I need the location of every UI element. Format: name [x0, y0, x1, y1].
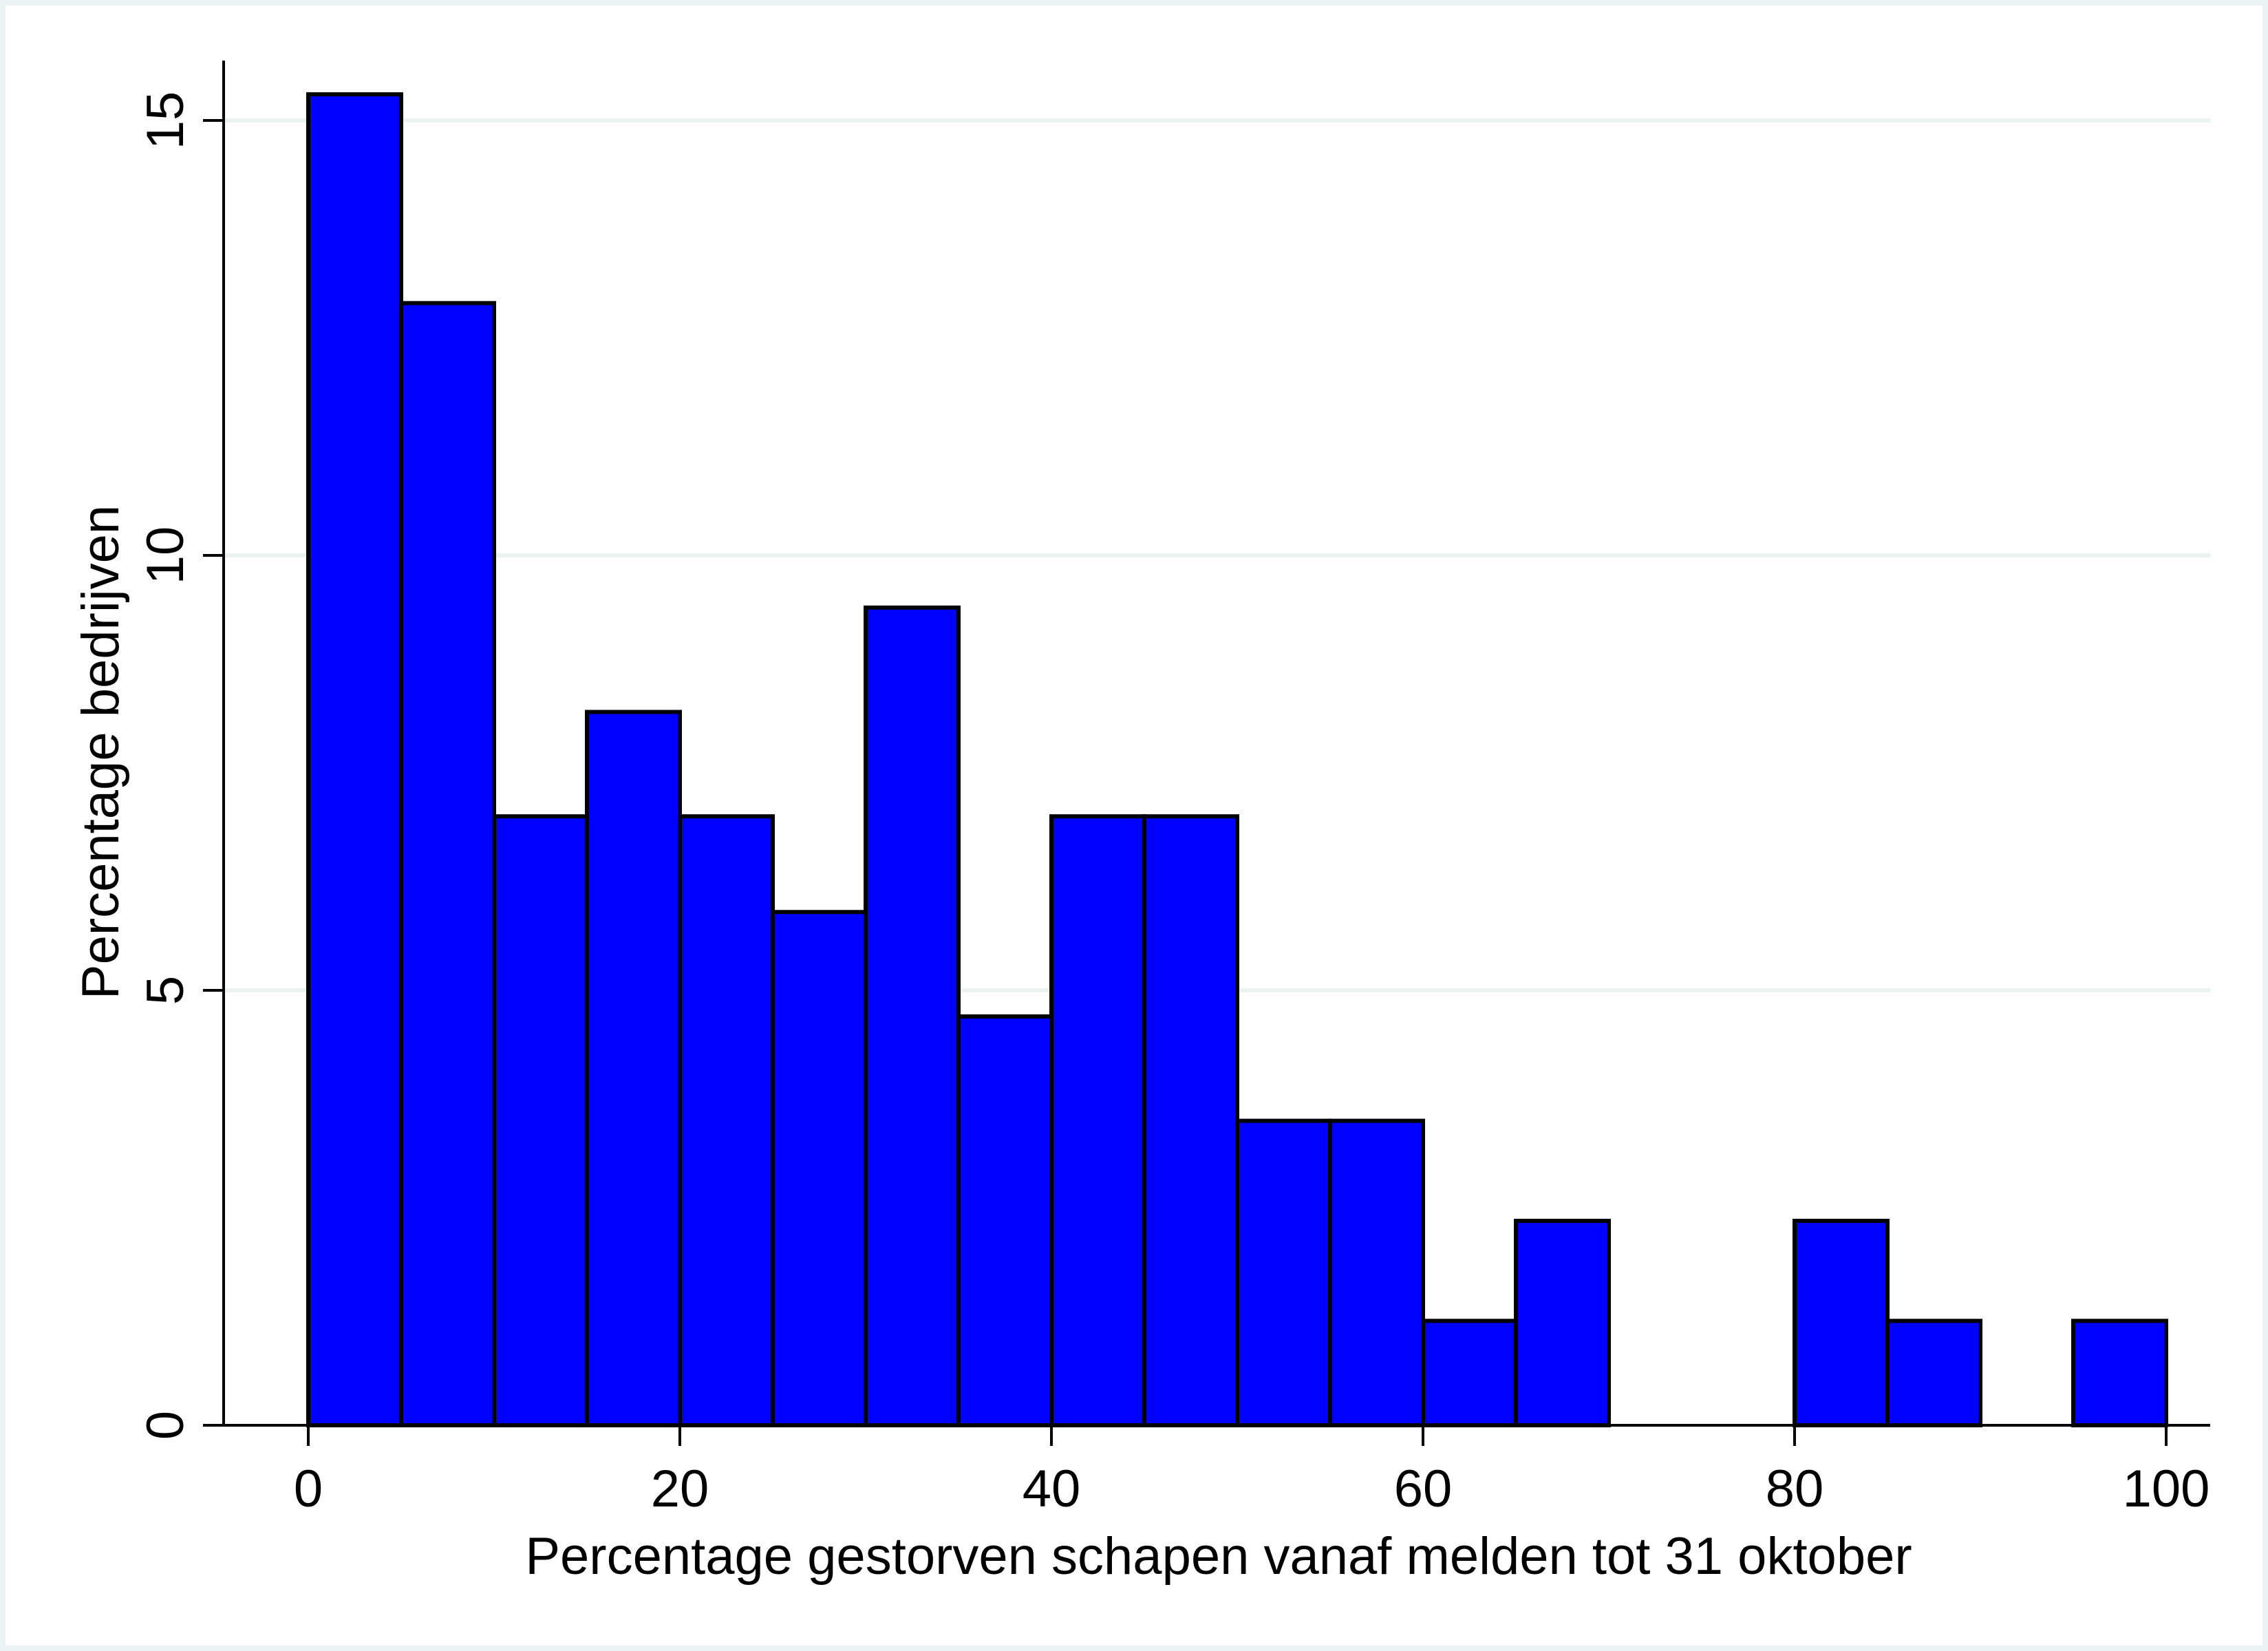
x-tick-label: 0 — [294, 1460, 323, 1518]
histogram-bars — [306, 92, 2168, 1428]
histogram-bar — [1235, 1118, 1332, 1427]
y-axis-title: Percentage bedrijven — [72, 505, 130, 999]
histogram-bar — [1793, 1218, 1890, 1427]
histogram-bar — [864, 605, 961, 1428]
y-tick-label: 0 — [136, 1411, 195, 1440]
histogram-bar — [1514, 1218, 1611, 1427]
y-axis-ticks: 0 5 10 15 — [136, 92, 224, 1440]
y-tick-label: 15 — [136, 92, 195, 150]
histogram-bar — [1049, 814, 1146, 1427]
histogram-bar — [956, 1014, 1053, 1428]
x-axis-title: Percentage gestorven schapen vanaf melde… — [525, 1527, 1912, 1586]
histogram-bar — [585, 710, 682, 1427]
histogram-bar — [771, 910, 868, 1427]
histogram-bar — [1421, 1319, 1518, 1427]
histogram-bar — [678, 814, 775, 1427]
histogram-bar — [1328, 1118, 1425, 1427]
histogram-bar — [399, 301, 496, 1428]
x-axis-ticks: 0 20 40 60 80 100 — [294, 1425, 2210, 1518]
histogram-bar — [2071, 1319, 2168, 1427]
axes — [222, 61, 2210, 1427]
histogram-bar — [1885, 1319, 1982, 1427]
histogram-bar — [492, 814, 589, 1427]
y-tick-label: 10 — [136, 526, 195, 585]
x-tick-label: 60 — [1394, 1460, 1453, 1518]
chart-frame: 0 5 10 15 0 20 40 60 80 100 Percentage gestorven… — [6, 6, 2262, 1645]
histogram-bar — [1142, 814, 1239, 1427]
x-tick-label: 80 — [1766, 1460, 1824, 1518]
histogram-bar — [306, 92, 403, 1428]
histogram-chart: 0 5 10 15 0 20 40 60 80 100 Percentage gestorven… — [72, 61, 2210, 1586]
x-tick-label: 100 — [2123, 1460, 2210, 1518]
x-tick-label: 20 — [651, 1460, 709, 1518]
y-tick-label: 5 — [136, 976, 195, 1005]
x-tick-label: 40 — [1023, 1460, 1081, 1518]
